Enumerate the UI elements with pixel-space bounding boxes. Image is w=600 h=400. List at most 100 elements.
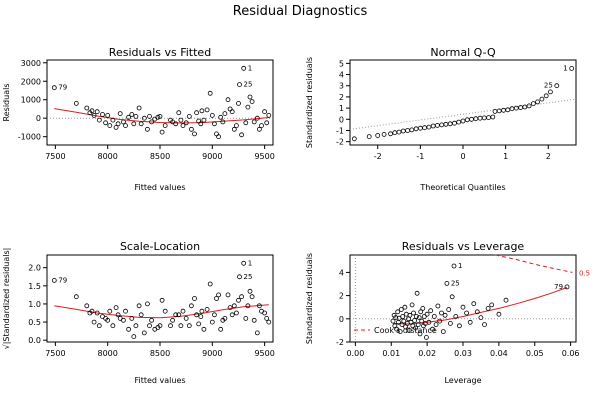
resid-leverage-data-point bbox=[437, 318, 443, 324]
scale-location-data-point bbox=[110, 323, 116, 329]
resid-leverage-y-tick-label: 0 bbox=[339, 315, 344, 324]
resid-leverage-point-label: 79 bbox=[554, 283, 563, 291]
scale-location-data-point bbox=[84, 303, 90, 309]
resid-fitted-y-axis-label: Residuals bbox=[2, 84, 11, 122]
resid-fitted-data-point bbox=[256, 126, 262, 132]
scale-location-data-point bbox=[183, 315, 189, 321]
normal-qq-x-tick-label: -1 bbox=[416, 152, 424, 161]
normal-qq-x-tick-label: 2 bbox=[546, 152, 551, 161]
normal-qq-data-point bbox=[518, 105, 523, 110]
resid-fitted-data-point bbox=[237, 82, 242, 87]
resid-fitted-data-point bbox=[144, 126, 150, 132]
resid-leverage-x-tick-label: 0.05 bbox=[526, 349, 544, 358]
scale-location-data-point bbox=[91, 319, 97, 325]
scale-location-data-point bbox=[233, 310, 239, 316]
resid-leverage-data-point bbox=[435, 303, 441, 309]
scale-location-y-tick-label: 0.0 bbox=[28, 336, 41, 345]
resid-leverage-data-point bbox=[395, 309, 401, 315]
scale-location-data-point bbox=[231, 303, 237, 309]
scale-location-data-point bbox=[129, 315, 135, 321]
resid-leverage-data-point bbox=[496, 311, 502, 317]
resid-leverage-data-point bbox=[564, 284, 570, 290]
resid-leverage-data-point bbox=[442, 312, 448, 318]
resid-fitted-data-point bbox=[229, 109, 235, 115]
resid-leverage-data-point bbox=[451, 263, 457, 269]
resid-fitted-data-point bbox=[178, 117, 184, 123]
resid-leverage-data-point bbox=[471, 301, 477, 307]
scale-location-data-point bbox=[229, 312, 235, 318]
resid-fitted-data-point bbox=[241, 65, 247, 71]
normal-qq-data-point bbox=[426, 124, 432, 130]
normal-qq-panel: Normal Q-Q Theoretical Quantiles Standardi… bbox=[305, 46, 577, 192]
resid-fitted-data-point bbox=[209, 113, 215, 118]
scale-location-data-point bbox=[192, 296, 197, 301]
scale-location-point-label: 79 bbox=[58, 276, 67, 284]
resid-fitted-data-point bbox=[84, 105, 90, 111]
resid-fitted-data-point bbox=[214, 131, 219, 137]
resid-leverage-title: Residuals vs Leverage bbox=[402, 240, 525, 253]
scale-location-y-tick-label: 1.5 bbox=[28, 282, 41, 291]
normal-qq-y-tick-label: 2 bbox=[339, 93, 344, 102]
resid-fitted-data-point bbox=[94, 109, 100, 115]
scale-location-data-point bbox=[245, 303, 251, 309]
resid-fitted-data-point bbox=[264, 120, 270, 126]
resid-fitted-data-point bbox=[105, 113, 111, 118]
resid-leverage-data-point bbox=[503, 297, 509, 303]
resid-fitted-data-point bbox=[159, 129, 165, 135]
scale-location-x-tick-label: 9500 bbox=[254, 349, 274, 358]
resid-leverage-data-point bbox=[444, 280, 450, 286]
scale-location-y-tick-label: 0.5 bbox=[28, 318, 41, 327]
resid-leverage-data-point bbox=[413, 314, 419, 319]
resid-fitted-x-axis-label: Fitted values bbox=[134, 183, 185, 192]
resid-fitted-y-tick-label: 3000 bbox=[21, 59, 41, 68]
normal-qq-data-point bbox=[569, 66, 575, 71]
resid-leverage-data-point bbox=[417, 331, 423, 337]
resid-fitted-data-point bbox=[211, 121, 217, 127]
resid-leverage-data-point bbox=[416, 315, 422, 321]
resid-leverage-y-axis-label: Standardized residuals bbox=[305, 253, 314, 344]
resid-leverage-x-tick-label: 0.04 bbox=[490, 349, 508, 358]
resid-fitted-data-point bbox=[247, 94, 253, 100]
scale-location-data-point bbox=[147, 323, 152, 329]
scale-location-x-tick-label: 8000 bbox=[98, 349, 118, 358]
normal-qq-data-point bbox=[554, 83, 560, 89]
resid-fitted-data-point bbox=[180, 123, 186, 128]
normal-qq-data-point bbox=[481, 115, 487, 121]
normal-qq-data-point bbox=[366, 134, 372, 140]
scale-location-data-point bbox=[168, 323, 173, 329]
resid-fitted-data-point bbox=[136, 105, 142, 111]
scale-location-data-point bbox=[186, 323, 192, 329]
resid-fitted-y-tick-label: 1000 bbox=[21, 96, 41, 105]
resid-leverage-cooks-contour bbox=[495, 254, 573, 273]
resid-fitted-data-point bbox=[249, 99, 255, 104]
resid-fitted-data-point bbox=[96, 117, 102, 123]
resid-fitted-data-point bbox=[245, 104, 251, 110]
resid-fitted-x-tick-label: 9000 bbox=[202, 152, 222, 161]
scale-location-point-label: 25 bbox=[244, 273, 253, 281]
normal-qq-data-point bbox=[388, 131, 393, 137]
resid-leverage-data-point bbox=[474, 309, 480, 315]
resid-leverage-data-point bbox=[478, 315, 484, 321]
resid-fitted-data-point bbox=[89, 108, 95, 114]
scale-location-data-point bbox=[247, 288, 253, 294]
resid-fitted-data-point bbox=[222, 111, 228, 116]
normal-qq-data-point bbox=[460, 118, 466, 124]
normal-qq-y-axis-label: Standardized residuals bbox=[305, 57, 314, 148]
normal-qq-data-point bbox=[434, 123, 440, 128]
scale-location-data-point bbox=[225, 292, 231, 298]
scale-location-data-point bbox=[51, 277, 57, 283]
scale-location-data-point bbox=[94, 310, 100, 316]
scale-location-x-tick-label: 9000 bbox=[202, 349, 222, 358]
resid-leverage-data-point bbox=[485, 305, 491, 311]
scale-location-title: Scale-Location bbox=[120, 240, 200, 253]
scale-location-data-point bbox=[194, 312, 200, 318]
resid-fitted-data-point bbox=[225, 97, 231, 103]
normal-qq-data-point bbox=[548, 89, 553, 95]
scale-location-data-point bbox=[141, 330, 147, 336]
scale-location-data-point bbox=[188, 303, 194, 309]
normal-qq-data-point bbox=[501, 107, 506, 113]
scale-location-data-point bbox=[236, 297, 241, 303]
resid-fitted-data-point bbox=[107, 123, 113, 128]
resid-fitted-point-label: 1 bbox=[248, 64, 252, 72]
